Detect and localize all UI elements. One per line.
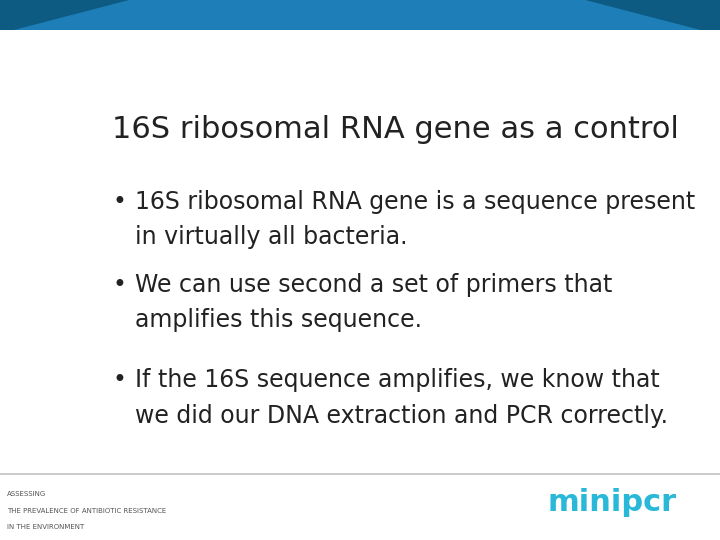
Text: THE PREVALENCE OF ANTIBIOTIC RESISTANCE: THE PREVALENCE OF ANTIBIOTIC RESISTANCE <box>7 508 166 514</box>
Text: IN THE ENVIRONMENT: IN THE ENVIRONMENT <box>7 524 84 530</box>
Text: 16S ribosomal RNA gene is a sequence present: 16S ribosomal RNA gene is a sequence pre… <box>135 190 695 213</box>
Text: minipcr: minipcr <box>547 488 677 517</box>
Polygon shape <box>360 0 720 46</box>
Polygon shape <box>0 0 360 58</box>
Text: If the 16S sequence amplifies, we know that: If the 16S sequence amplifies, we know t… <box>135 368 660 393</box>
Text: •: • <box>112 368 126 393</box>
Text: •: • <box>112 273 126 296</box>
Text: •: • <box>112 190 126 213</box>
Text: amplifies this sequence.: amplifies this sequence. <box>135 308 422 332</box>
Polygon shape <box>360 0 720 58</box>
Polygon shape <box>0 0 720 58</box>
Text: 16S ribosomal RNA gene as a control: 16S ribosomal RNA gene as a control <box>112 114 679 144</box>
Text: ASSESSING: ASSESSING <box>7 491 47 497</box>
Text: in virtually all bacteria.: in virtually all bacteria. <box>135 225 407 249</box>
Polygon shape <box>360 0 720 25</box>
Text: We can use second a set of primers that: We can use second a set of primers that <box>135 273 612 296</box>
Text: we did our DNA extraction and PCR correctly.: we did our DNA extraction and PCR correc… <box>135 404 667 428</box>
Polygon shape <box>0 0 360 25</box>
Polygon shape <box>0 0 360 46</box>
